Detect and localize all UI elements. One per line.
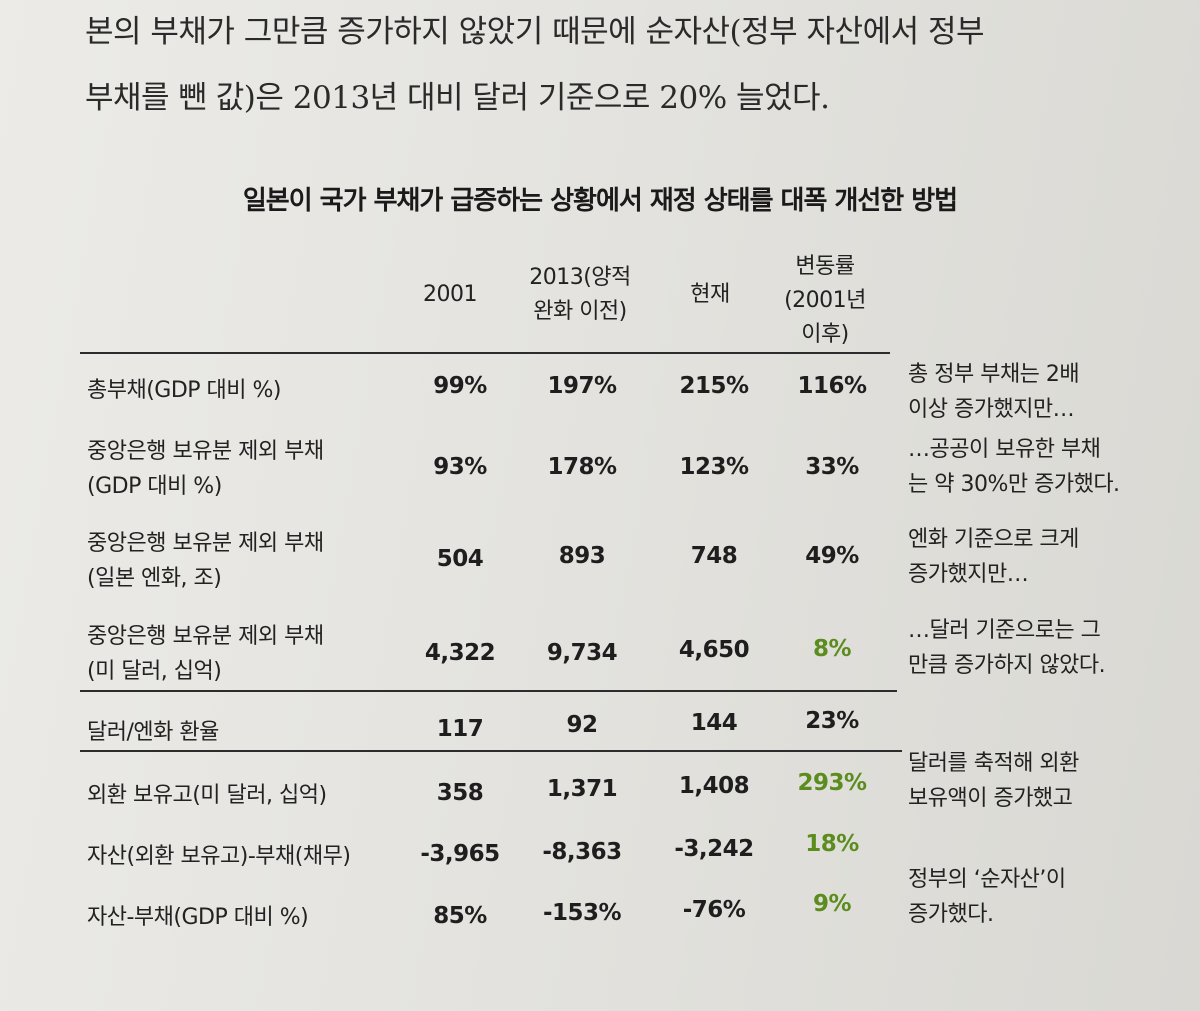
header-change-line-3: 이후) [801,322,849,347]
cell-current: -76% [682,897,746,923]
table-rule-middle [80,690,897,692]
header-change-rate: 변동률 (2001년 이후) [770,250,880,352]
header-2001-label: 2001 [423,282,478,307]
header-2001: 2001 [400,278,500,312]
annotation-line: 증가했지만… [908,562,1029,587]
row-label: 중앙은행 보유분 제외 부채 [87,531,324,556]
annotation-line: 정부의 ‘순자산’이 [908,867,1066,892]
cell-current: 4,650 [678,637,750,663]
annotation-fx-reserves: 달러를 축적해 외환 보유액이 증가했고 [908,746,1079,816]
cell-change: 23% [805,708,859,734]
row-label-sub: (미 달러, 십억) [87,659,222,684]
cell-2001: 93% [433,454,487,480]
row-label: 중앙은행 보유분 제외 부채 [87,624,324,649]
row-label: 외환 보유고(미 달러, 십억) [87,783,327,808]
annotation-line: 이상 증가했지만… [908,397,1075,422]
cell-2001: 358 [436,780,484,806]
cell-2013: -153% [542,900,622,926]
header-current: 현재 [660,278,760,312]
header-2013: 2013(양적 완화 이전) [505,261,655,329]
row-label: 자산(외환 보유고)-부채(채무) [87,844,351,869]
header-current-label: 현재 [690,282,730,307]
cell-change-highlight: 8% [812,636,852,662]
row-label: 자산-부채(GDP 대비 %) [87,905,309,930]
cell-2001: 117 [436,716,484,742]
row-label: 달러/엔화 환율 [87,720,219,745]
cell-2001: 85% [433,903,487,929]
annotation-line: 증가했다. [908,902,994,927]
cell-2001: 99% [433,373,487,399]
annotation-line: 달러를 축적해 외환 [908,751,1079,776]
annotation-line: 총 정부 부채는 2배 [908,362,1080,387]
cell-2001: 504 [436,546,484,572]
cell-2013: -8,363 [542,839,622,865]
annotation-dollar-basis: …달러 기준으로는 그 만큼 증가하지 않았다. [908,613,1106,683]
cell-2013: 178% [547,454,617,480]
cell-2013: 1,371 [546,776,618,802]
cell-2001: 4,322 [424,640,496,666]
cell-change: 33% [805,454,859,480]
cell-2001: -3,965 [420,841,500,867]
cell-2013: 197% [547,373,617,399]
annotation-total-debt: 총 정부 부채는 2배 이상 증가했지만… [908,357,1080,427]
row-label: 중앙은행 보유분 제외 부채 [87,439,324,464]
cell-current: 1,408 [678,773,750,799]
cell-change-highlight: 293% [797,770,867,796]
row-label: 총부채(GDP 대비 %) [87,378,282,403]
body-text-line-2: 부채를 뺀 값)은 2013년 대비 달러 기준으로 20% 늘었다. [85,80,830,116]
header-2013-line-1: 2013(양적 [529,265,631,290]
annotation-line: …공공이 보유한 부채 [908,437,1101,462]
table-title: 일본이 국가 부채가 급증하는 상황에서 재정 상태를 대폭 개선한 방법 [242,186,958,216]
table-rule-top [80,352,890,354]
cell-current: 748 [690,543,738,569]
body-text-line-1: 본의 부채가 그만큼 증가하지 않았기 때문에 순자산(정부 자산에서 정부 [85,14,985,50]
cell-change-highlight: 9% [812,891,852,917]
header-2013-line-2: 완화 이전) [533,299,627,324]
cell-change: 116% [797,373,867,399]
cell-current: 123% [679,454,749,480]
table-rule-lower [80,750,902,752]
cell-change-highlight: 18% [805,831,859,857]
annotation-yen-basis: 엔화 기준으로 크게 증가했지만… [908,522,1079,592]
row-label-sub: (일본 엔화, 조) [87,566,222,591]
header-change-line-1: 변동률 [795,254,855,279]
annotation-public-debt: …공공이 보유한 부채 는 약 30%만 증가했다. [908,432,1120,502]
annotation-line: 보유액이 증가했고 [908,786,1073,811]
cell-change: 49% [805,543,859,569]
header-change-line-2: (2001년 [784,288,866,313]
cell-current: 215% [679,373,749,399]
cell-2013: 893 [558,543,606,569]
cell-current: 144 [690,710,738,736]
annotation-line: …달러 기준으로는 그 [908,618,1101,643]
cell-2013: 9,734 [546,640,618,666]
cell-2013: 92 [566,712,598,738]
annotation-line: 만큼 증가하지 않았다. [908,653,1106,678]
annotation-line: 엔화 기준으로 크게 [908,527,1079,552]
annotation-line: 는 약 30%만 증가했다. [908,472,1120,497]
row-label-sub: (GDP 대비 %) [87,474,222,499]
annotation-net-assets: 정부의 ‘순자산’이 증가했다. [908,862,1066,932]
cell-current: -3,242 [674,836,754,862]
